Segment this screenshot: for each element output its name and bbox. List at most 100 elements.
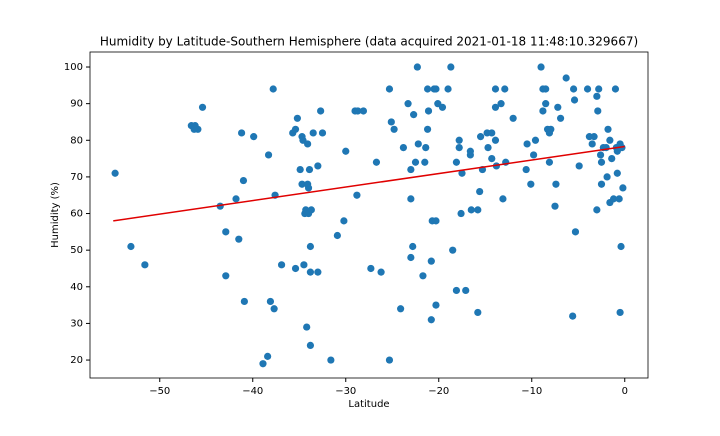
y-tick-label: 50 (70, 245, 83, 256)
x-tick-label: 0 (622, 386, 628, 397)
point (530, 151, 538, 159)
y-axis-label: Humidity (%) (50, 182, 61, 248)
point (309, 129, 317, 137)
point (390, 125, 398, 133)
point (387, 118, 395, 126)
point (342, 147, 350, 155)
point (491, 103, 500, 111)
point (235, 235, 243, 243)
point (551, 202, 559, 210)
point (594, 107, 602, 115)
point (232, 195, 240, 203)
point (407, 165, 415, 174)
point (455, 144, 463, 152)
point (613, 169, 621, 177)
point (410, 111, 418, 119)
point (455, 136, 463, 144)
point (314, 162, 322, 170)
point (527, 180, 535, 188)
point (501, 85, 509, 93)
plot-frame (89, 51, 649, 379)
point (291, 264, 300, 273)
point (359, 107, 368, 115)
point (571, 228, 580, 236)
point (509, 114, 517, 122)
point (277, 261, 286, 269)
point (523, 140, 531, 148)
point (404, 100, 412, 108)
point (588, 140, 596, 148)
point (615, 195, 623, 203)
point (222, 228, 230, 236)
point (619, 184, 627, 192)
point (539, 107, 547, 115)
y-tick-label: 20 (70, 355, 83, 366)
x-tick-label: −10 (521, 386, 542, 397)
point (488, 129, 496, 137)
point (609, 195, 618, 203)
x-tick-label: −20 (428, 386, 449, 397)
x-tick-label: −50 (149, 386, 170, 397)
point (300, 261, 308, 269)
point (477, 133, 485, 141)
point (606, 136, 614, 144)
point (354, 107, 362, 115)
point (449, 246, 457, 254)
point (424, 107, 433, 115)
regression-line (113, 145, 625, 222)
y-tick-label: 100 (64, 62, 83, 73)
point (377, 268, 385, 276)
point (491, 85, 500, 93)
point (419, 272, 427, 280)
point (333, 231, 341, 240)
y-tick-label: 60 (70, 209, 83, 220)
point (385, 85, 394, 93)
y-tick-label: 30 (70, 318, 83, 329)
point (575, 162, 583, 170)
point (317, 107, 325, 115)
point (422, 144, 430, 152)
point (466, 151, 474, 159)
point (423, 85, 432, 93)
point (427, 316, 435, 324)
point (222, 272, 230, 280)
point (604, 125, 612, 133)
point (452, 286, 461, 295)
point (385, 356, 394, 364)
point (595, 85, 603, 93)
point (556, 114, 565, 122)
x-axis-label: Latitude (348, 399, 389, 410)
point (537, 63, 545, 71)
point (542, 85, 550, 93)
point (327, 356, 335, 364)
point (590, 133, 598, 141)
point (414, 140, 422, 148)
x-tick-label: −40 (242, 386, 263, 397)
point (476, 187, 484, 196)
point (318, 129, 327, 137)
point (291, 125, 300, 133)
point (570, 96, 579, 104)
point (474, 206, 482, 214)
point (367, 264, 375, 273)
point (353, 191, 361, 199)
point (432, 217, 440, 225)
point (522, 165, 530, 174)
point (597, 180, 606, 188)
y-tick-label: 90 (70, 99, 83, 110)
point (141, 261, 149, 269)
point (264, 352, 272, 360)
point (432, 85, 440, 93)
point (616, 308, 624, 317)
point (397, 305, 405, 313)
point (603, 173, 611, 181)
point (411, 158, 420, 166)
point (250, 133, 258, 141)
point (467, 206, 475, 214)
point (438, 103, 447, 111)
point (307, 206, 315, 214)
point (531, 136, 540, 144)
point (269, 85, 277, 93)
point (554, 103, 562, 111)
